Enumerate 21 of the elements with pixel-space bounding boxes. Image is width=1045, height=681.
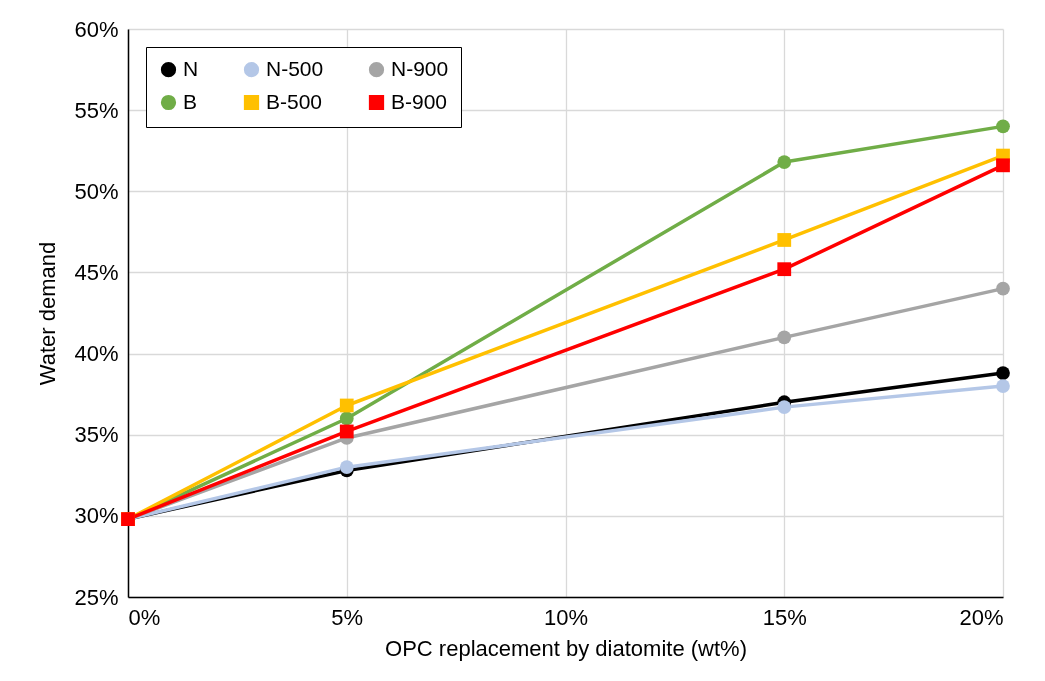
legend-label: N <box>183 56 199 80</box>
x-axis-title: OPC replacement by diatomite (wt%) <box>385 635 747 661</box>
y-tick-label: 40% <box>74 341 119 367</box>
y-tick-label: 35% <box>74 422 119 448</box>
y-tick-label: 45% <box>74 259 119 285</box>
legend-label: B-500 <box>266 89 323 113</box>
legend-label: N-900 <box>391 56 449 80</box>
y-tick-label: 60% <box>74 16 119 42</box>
legend-label: B-900 <box>391 89 448 113</box>
y-tick-label: 30% <box>74 503 119 529</box>
x-tick-label: 0% <box>128 604 161 630</box>
y-tick-label: 55% <box>74 97 119 123</box>
x-tick-label: 10% <box>543 604 589 630</box>
y-tick-label: 50% <box>74 178 119 204</box>
legend-label: B <box>183 89 198 113</box>
legend-label: N-500 <box>266 56 324 80</box>
x-tick-label: 15% <box>762 604 807 630</box>
x-tick-label: 5% <box>331 604 364 630</box>
y-axis-title: Water demand <box>35 241 61 386</box>
x-tick-label: 20% <box>959 604 1004 630</box>
y-tick-label: 25% <box>74 584 119 610</box>
